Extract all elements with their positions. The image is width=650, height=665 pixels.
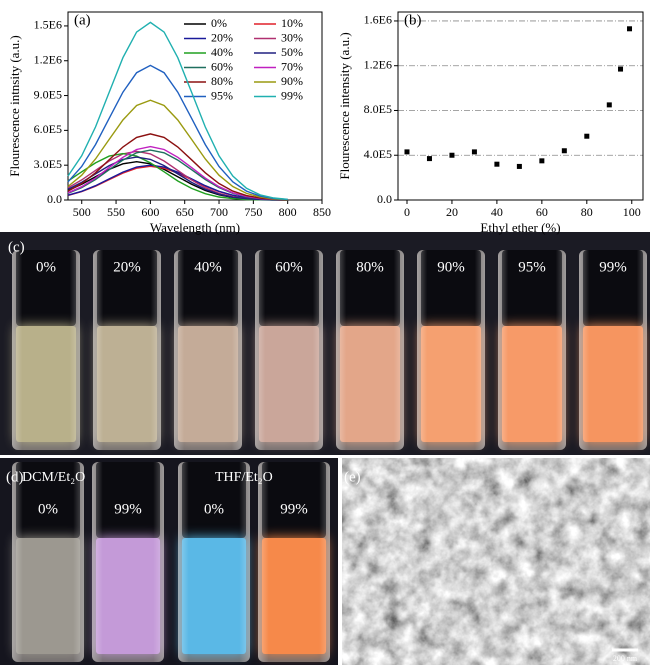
x-tick-label: 100 bbox=[623, 205, 641, 219]
vial-glass bbox=[93, 250, 161, 450]
vial-label: 95% bbox=[518, 259, 546, 275]
panel-label: (d) bbox=[6, 469, 24, 485]
photo-e bbox=[342, 458, 650, 665]
legend-label: 99% bbox=[281, 88, 303, 102]
x-tick-label: 80 bbox=[581, 205, 593, 219]
legend-label: 60% bbox=[211, 59, 233, 73]
x-tick-label: 600 bbox=[141, 205, 159, 219]
plot-frame bbox=[398, 12, 643, 200]
x-axis-title: Wavelength (nm) bbox=[150, 220, 240, 235]
vial-glass bbox=[174, 250, 242, 450]
y-tick-label: 6.0E5 bbox=[34, 122, 62, 136]
x-tick-label: 40 bbox=[491, 205, 503, 219]
vial-glass bbox=[417, 250, 485, 450]
vial-label: 60% bbox=[275, 259, 303, 275]
scale-bar-label: 200 nm bbox=[613, 654, 638, 663]
legend-label: 95% bbox=[211, 88, 233, 102]
vial-glass bbox=[336, 250, 404, 450]
legend-label: 0% bbox=[211, 16, 227, 30]
scatter-point bbox=[618, 67, 623, 72]
scatter-point bbox=[562, 148, 567, 153]
vial-glass bbox=[92, 462, 164, 662]
panel-label: (b) bbox=[404, 12, 422, 28]
legend-label: 20% bbox=[211, 30, 233, 44]
group-label: DCM/Et₂O bbox=[22, 470, 85, 485]
x-tick-label: 700 bbox=[210, 205, 228, 219]
vial-glass bbox=[178, 462, 250, 662]
legend-label: 70% bbox=[281, 59, 303, 73]
y-tick-label: 1.2E6 bbox=[364, 57, 392, 71]
vial-glass bbox=[12, 250, 80, 450]
x-tick-label: 800 bbox=[279, 205, 297, 219]
legend-label: 10% bbox=[281, 16, 303, 30]
series-line bbox=[68, 100, 288, 200]
legend-label: 90% bbox=[281, 74, 303, 88]
x-tick-label: 850 bbox=[313, 205, 331, 219]
y-tick-label: 3.0E5 bbox=[34, 157, 62, 171]
x-tick-label: 20 bbox=[446, 205, 458, 219]
vial-glass bbox=[12, 462, 84, 662]
scatter-point bbox=[607, 102, 612, 107]
x-tick-label: 650 bbox=[176, 205, 194, 219]
vial-label: 0% bbox=[204, 501, 224, 517]
y-axis-title: Flourescence intnsity (a.u.) bbox=[7, 35, 22, 177]
legend-label: 50% bbox=[281, 45, 303, 59]
vial-label: 99% bbox=[280, 501, 308, 517]
scatter-point bbox=[539, 158, 544, 163]
vial-label: 20% bbox=[113, 259, 141, 275]
x-tick-label: 550 bbox=[107, 205, 125, 219]
x-axis-title: Ethyl ether (%) bbox=[480, 220, 560, 235]
y-tick-label: 1.5E6 bbox=[34, 18, 62, 32]
scatter-point bbox=[584, 134, 589, 139]
vial-label: 99% bbox=[599, 259, 627, 275]
vial-label: 80% bbox=[356, 259, 384, 275]
vial-label: 99% bbox=[114, 501, 142, 517]
series-line bbox=[68, 65, 288, 199]
scatter-point bbox=[427, 156, 432, 161]
scatter-point bbox=[627, 26, 632, 31]
scatter-point bbox=[404, 149, 409, 154]
y-tick-label: 1.6E6 bbox=[364, 13, 392, 27]
vial-glass bbox=[255, 250, 323, 450]
y-tick-label: 9.0E5 bbox=[34, 87, 62, 101]
vial-glass bbox=[498, 250, 566, 450]
scatter-point bbox=[472, 149, 477, 154]
y-tick-label: 8.0E5 bbox=[364, 102, 392, 116]
group-label: THF/Et₂O bbox=[215, 470, 273, 485]
vial-label: 0% bbox=[38, 501, 58, 517]
y-tick-label: 0.0 bbox=[377, 192, 392, 206]
series-line bbox=[68, 134, 288, 200]
page: (c) (d) (e) DCM/Et₂O THF/Et₂O 200 nm 0%2… bbox=[0, 0, 650, 665]
panel-label: (c) bbox=[8, 239, 25, 255]
scatter-point bbox=[494, 162, 499, 167]
scatter-point bbox=[517, 164, 522, 169]
x-tick-label: 60 bbox=[536, 205, 548, 219]
panel-label: (e) bbox=[344, 469, 361, 485]
vial-glass bbox=[258, 462, 330, 662]
y-axis-title: Flourescence intensity (a.u.) bbox=[337, 32, 352, 179]
vial-label: 40% bbox=[194, 259, 222, 275]
panel-label: (a) bbox=[74, 12, 91, 28]
x-tick-label: 0 bbox=[404, 205, 410, 219]
scatter-point bbox=[449, 153, 454, 158]
x-tick-label: 500 bbox=[73, 205, 91, 219]
legend-label: 40% bbox=[211, 45, 233, 59]
legend-label: 30% bbox=[281, 30, 303, 44]
legend-label: 80% bbox=[211, 74, 233, 88]
y-tick-label: 0.0 bbox=[47, 192, 62, 206]
vial-label: 0% bbox=[36, 259, 56, 275]
vial-label: 90% bbox=[437, 259, 465, 275]
figure: (c) (d) (e) DCM/Et₂O THF/Et₂O 200 nm 0%2… bbox=[0, 0, 650, 665]
y-tick-label: 4.0E5 bbox=[364, 147, 392, 161]
x-tick-label: 750 bbox=[244, 205, 262, 219]
y-tick-label: 1.2E6 bbox=[34, 52, 62, 66]
vial-glass bbox=[579, 250, 647, 450]
